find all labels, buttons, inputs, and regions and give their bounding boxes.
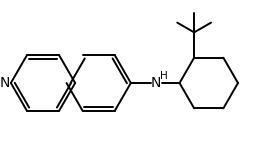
Text: N: N bbox=[151, 76, 161, 90]
Text: N: N bbox=[0, 76, 10, 90]
Text: H: H bbox=[160, 71, 168, 81]
